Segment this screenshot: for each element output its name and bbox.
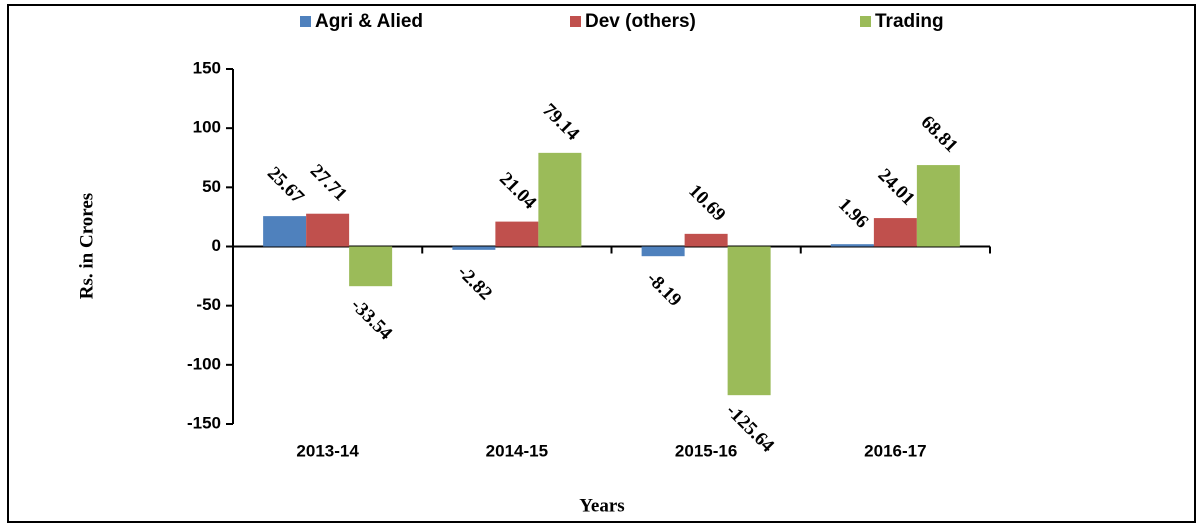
bar [495,221,539,247]
y-tick-label: 100 [193,118,221,137]
y-tick-label: 150 [193,58,221,77]
bar [263,216,307,247]
legend-label: Dev (others) [585,11,696,32]
bar [306,213,350,247]
x-tick-label: 2014-15 [486,441,548,460]
bar [830,244,874,247]
x-tick-label: 2016-17 [864,441,926,460]
legend-swatch [570,16,581,27]
bar [538,152,582,247]
y-axis-label: Rs. in Crores [76,193,97,299]
chart-frame [7,4,1196,523]
x-axis-label: Years [579,495,624,516]
x-tick-label: 2013-14 [296,441,359,460]
bar [873,218,917,247]
bar [452,246,496,250]
x-tick-label: 2015-16 [675,441,737,460]
y-tick-label: -100 [187,354,221,373]
bar [641,246,685,257]
legend-swatch [860,16,871,27]
legend-label: Trading [875,11,944,32]
bar [349,246,393,287]
bar [684,233,728,247]
legend-swatch [300,16,311,27]
bar [916,165,960,247]
y-tick-label: 50 [202,177,221,196]
bar [727,246,771,396]
y-tick-label: 0 [212,236,221,255]
y-tick-label: -50 [196,295,221,314]
y-tick-label: -150 [187,413,221,432]
legend-label: Agri & Alied [315,11,423,32]
